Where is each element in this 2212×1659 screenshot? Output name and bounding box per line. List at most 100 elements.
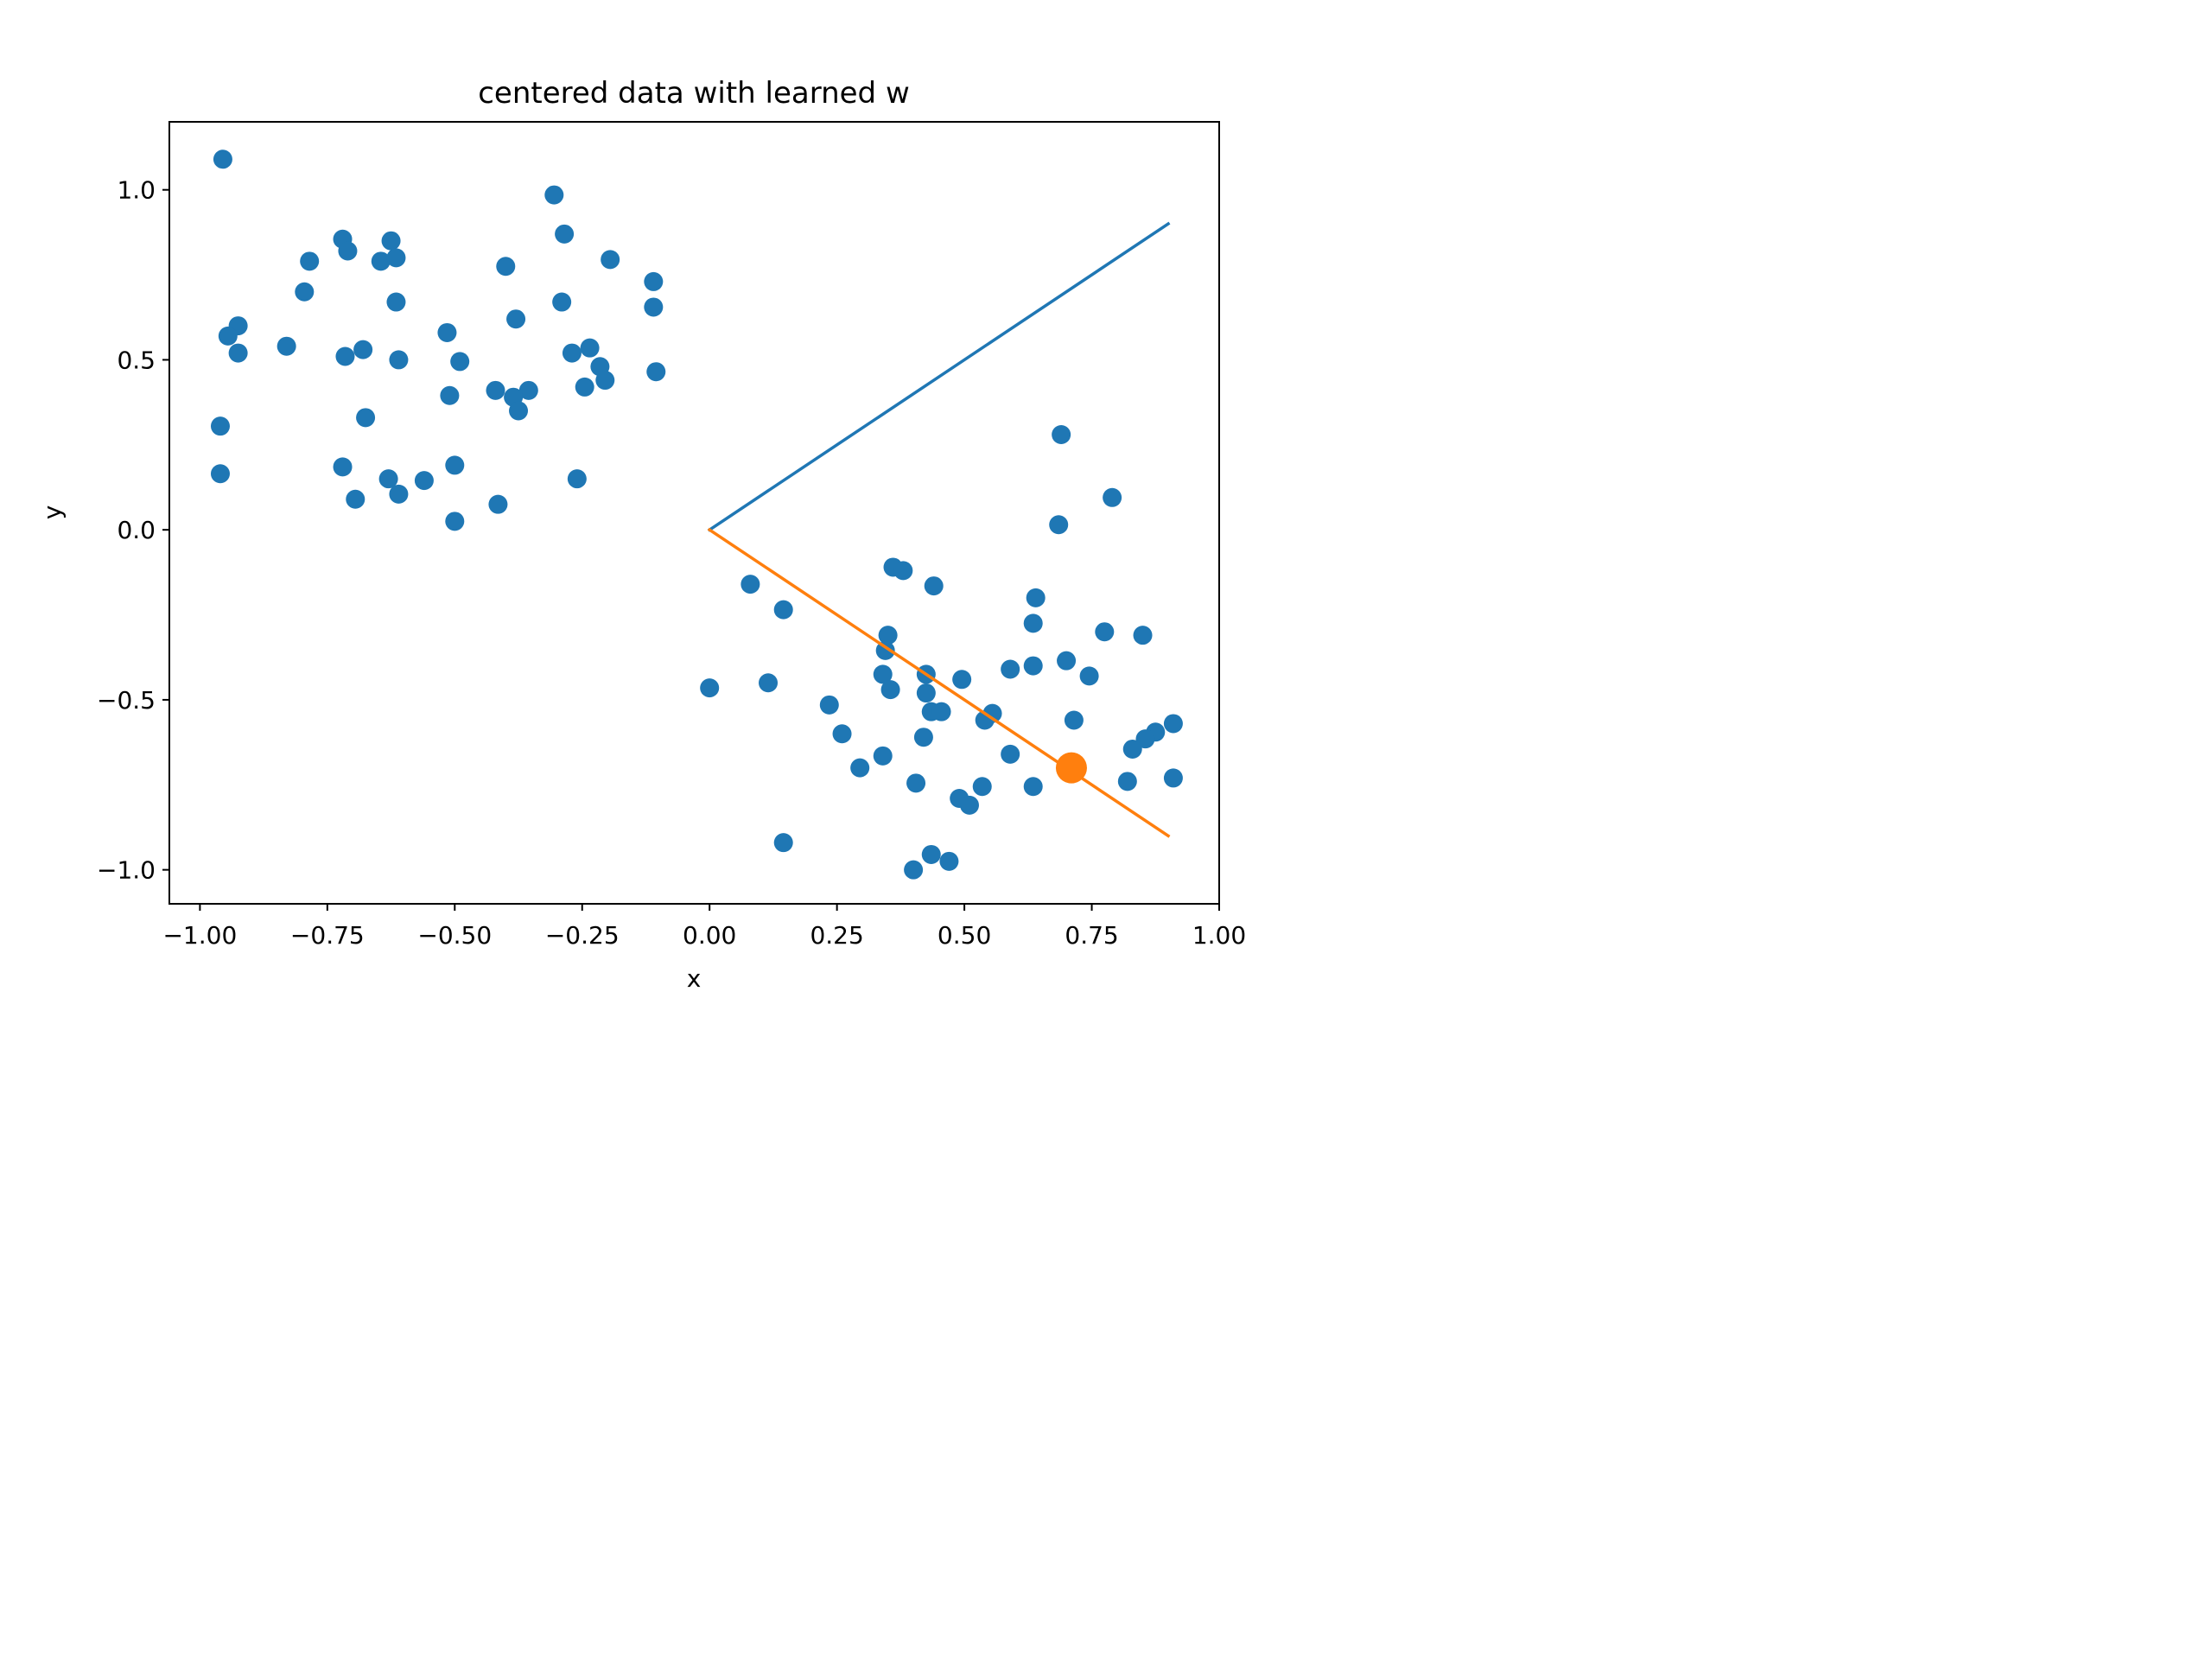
- data-point-59: [878, 626, 898, 645]
- data-point-61: [1095, 622, 1115, 642]
- data-point-19: [437, 322, 457, 342]
- data-point-26: [389, 350, 409, 370]
- data-point-82: [913, 728, 933, 747]
- data-point-84: [1135, 729, 1155, 749]
- data-point-91: [1023, 777, 1043, 797]
- x-tick-label: 0.50: [938, 921, 991, 950]
- highlight-point-0: [1055, 752, 1087, 784]
- data-point-56: [773, 600, 793, 620]
- data-point-45: [346, 489, 365, 509]
- data-point-34: [440, 385, 460, 405]
- data-point-97: [921, 844, 941, 864]
- data-point-80: [1163, 714, 1183, 734]
- x-tick-label: −0.75: [290, 921, 365, 950]
- data-point-53: [893, 561, 913, 581]
- data-point-8: [386, 248, 406, 268]
- data-point-60: [875, 640, 895, 660]
- chart-title: centered data with learned w: [478, 76, 910, 111]
- data-point-17: [218, 326, 238, 346]
- x-tick-label: −1.00: [162, 921, 237, 950]
- y-tick-label: 1.0: [117, 176, 156, 205]
- series-line-1: [707, 221, 1171, 532]
- data-point-38: [356, 408, 376, 428]
- data-point-79: [1064, 710, 1084, 730]
- plot-frame: [168, 121, 1220, 905]
- data-point-31: [518, 380, 538, 400]
- data-point-49: [1052, 425, 1071, 444]
- data-point-93: [1163, 768, 1183, 788]
- data-point-4: [555, 224, 575, 244]
- data-point-50: [1103, 487, 1122, 507]
- data-point-99: [904, 860, 924, 880]
- data-point-86: [1001, 744, 1020, 764]
- x-axis: −1.00 −0.75 −0.50 −0.25 0.00 0.25 0.50 0.75 1.00: [162, 904, 1246, 950]
- data-point-6: [300, 251, 320, 271]
- data-point-51: [1049, 515, 1069, 535]
- data-point-18: [506, 309, 526, 329]
- data-point-37: [210, 416, 230, 436]
- data-point-92: [1117, 772, 1137, 791]
- data-point-9: [496, 257, 516, 276]
- data-point-39: [210, 464, 230, 484]
- plot-area: [210, 149, 1183, 880]
- y-tick-label: −0.5: [97, 686, 156, 715]
- data-point-43: [414, 471, 434, 491]
- data-point-65: [1023, 656, 1043, 676]
- data-point-11: [644, 271, 664, 291]
- data-point-23: [353, 340, 373, 359]
- data-point-74: [819, 695, 839, 715]
- data-point-25: [335, 346, 355, 366]
- data-point-47: [488, 494, 508, 514]
- y-axis: −1.0 −0.5 0.0 0.5 1.0: [97, 176, 169, 885]
- y-tick-label: 0.0: [117, 516, 156, 544]
- data-point-22: [562, 343, 582, 363]
- scatter-chart: centered data with learned w −1.00 −0.75−…: [38, 76, 1246, 993]
- data-point-67: [873, 664, 893, 684]
- data-point-44: [567, 469, 587, 489]
- data-point-12: [295, 282, 315, 302]
- data-point-21: [580, 338, 600, 358]
- data-point-20: [276, 336, 296, 356]
- data-point-14: [552, 292, 572, 312]
- data-point-81: [832, 724, 852, 744]
- series-line-2: [707, 527, 1171, 838]
- data-point-72: [880, 680, 900, 700]
- data-point-40: [333, 457, 353, 477]
- data-point-55: [741, 575, 760, 594]
- data-point-63: [1057, 651, 1077, 671]
- data-point-42: [378, 469, 398, 489]
- data-point-15: [644, 297, 664, 317]
- x-tick-label: 0.25: [810, 921, 863, 950]
- data-point-27: [450, 352, 470, 372]
- data-point-24: [228, 343, 248, 363]
- data-point-54: [924, 576, 944, 596]
- data-point-88: [850, 758, 870, 778]
- x-tick-label: −0.25: [545, 921, 620, 950]
- y-axis-label: y: [38, 505, 67, 520]
- x-axis-label: x: [687, 964, 702, 993]
- data-point-33: [575, 377, 594, 397]
- data-point-62: [1133, 626, 1153, 645]
- y-tick-label: −1.0: [97, 856, 156, 885]
- data-point-30: [486, 380, 505, 400]
- chart-container: centered data with learned w −1.00 −0.75−…: [0, 0, 1351, 1013]
- x-tick-label: 0.75: [1065, 921, 1118, 950]
- x-tick-label: 0.00: [683, 921, 736, 950]
- data-point-68: [952, 670, 972, 690]
- data-point-1: [544, 185, 564, 205]
- data-point-0: [213, 149, 232, 169]
- x-tick-label: −0.50: [417, 921, 492, 950]
- data-point-10: [601, 250, 620, 270]
- data-point-13: [386, 292, 406, 312]
- data-point-89: [906, 773, 926, 793]
- y-tick-label: 0.5: [117, 346, 156, 374]
- data-point-76: [931, 702, 951, 721]
- data-point-98: [939, 851, 959, 871]
- x-tick-label: 1.00: [1192, 921, 1246, 950]
- data-point-5: [338, 241, 358, 261]
- data-point-71: [759, 673, 779, 693]
- data-point-36: [509, 401, 529, 421]
- data-point-64: [1001, 659, 1020, 679]
- data-point-95: [959, 795, 979, 815]
- data-point-87: [873, 746, 893, 766]
